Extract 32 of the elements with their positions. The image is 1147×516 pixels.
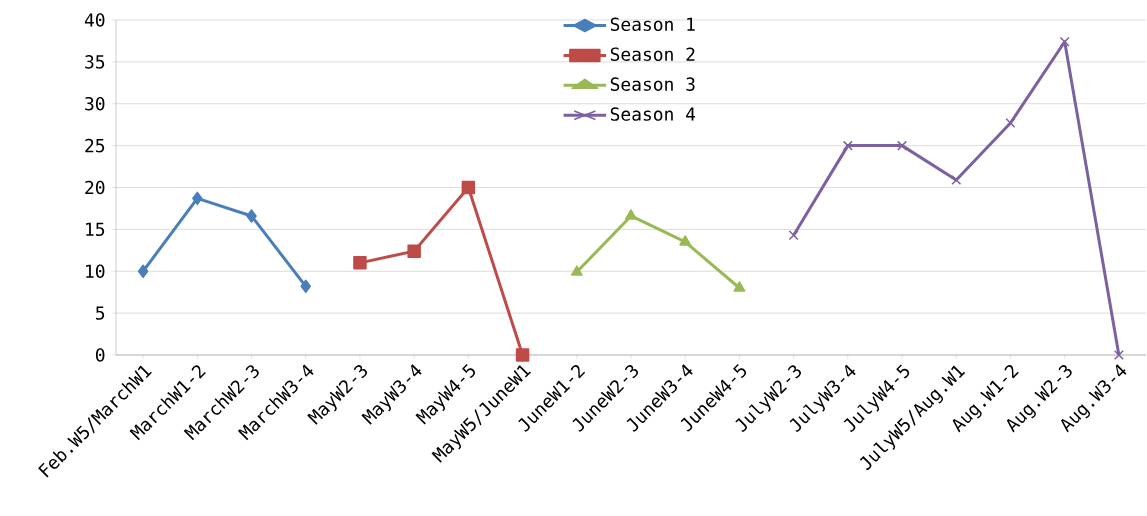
- legend-label: Season 3: [610, 77, 695, 91]
- point: [407, 244, 421, 258]
- point: [679, 235, 692, 246]
- y-tick-label: 10: [86, 264, 105, 279]
- point: [246, 209, 257, 223]
- y-tick-label: 5: [96, 306, 105, 320]
- legend-label: Season 1: [610, 17, 695, 32]
- point: [788, 230, 799, 241]
- point: [137, 264, 149, 278]
- point: [353, 256, 367, 270]
- point: [625, 209, 637, 220]
- point: [951, 174, 962, 185]
- point: [1059, 36, 1070, 47]
- y-tick-label: 35: [85, 55, 105, 69]
- point: [1113, 349, 1124, 360]
- point: [570, 265, 583, 276]
- point: [461, 180, 476, 195]
- point: [733, 281, 746, 292]
- y-tick-label: 25: [85, 138, 105, 153]
- y-tick-label: 20: [85, 180, 105, 195]
- point: [842, 140, 853, 151]
- point: [897, 140, 908, 151]
- point: [515, 348, 530, 362]
- legend-label: Season 2: [610, 47, 695, 61]
- y-tick-label: 40: [84, 13, 105, 27]
- point: [1005, 118, 1016, 128]
- point: [300, 279, 311, 294]
- legend-label: Season 4: [610, 107, 696, 121]
- y-tick-label: 15: [86, 222, 105, 237]
- y-tick-label: 30: [85, 96, 105, 111]
- y-tick-label: 0: [95, 348, 105, 362]
- point: [192, 191, 203, 206]
